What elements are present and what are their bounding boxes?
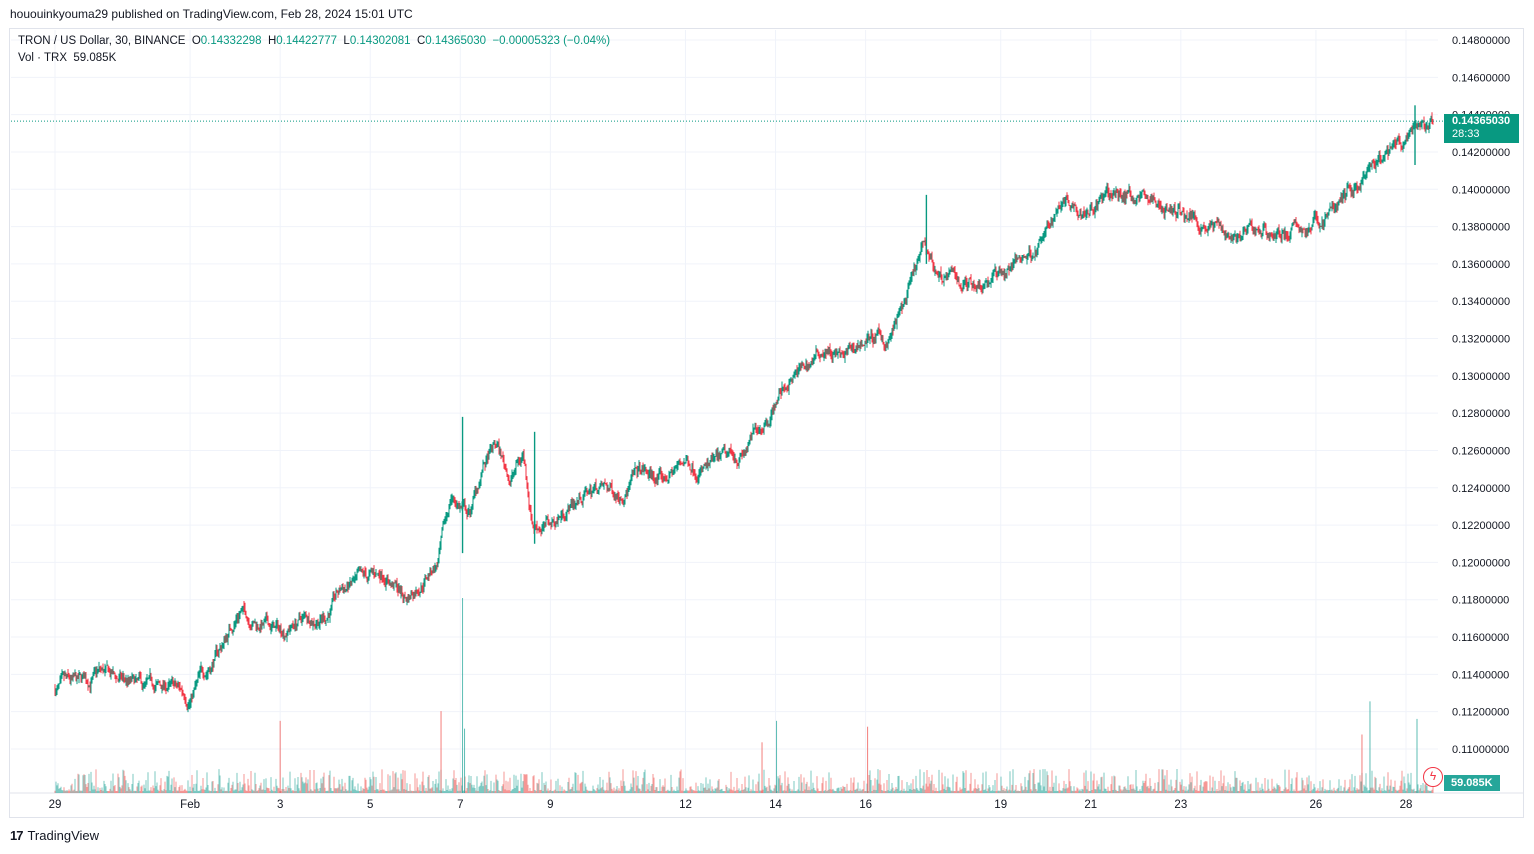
x-tick-label: Feb	[180, 799, 200, 811]
x-tick-label: 3	[277, 799, 283, 811]
candles	[54, 105, 1434, 713]
y-tick-label: 0.12800000	[1452, 408, 1510, 420]
x-tick-label: 29	[49, 799, 62, 811]
y-tick-label: 0.13000000	[1452, 371, 1510, 383]
y-tick-label: 0.11200000	[1452, 707, 1509, 719]
y-tick-label: 0.13600000	[1452, 259, 1510, 271]
change-value: −0.00005323 (−0.04%)	[492, 35, 611, 47]
y-axis-ticks: 0.148000000.146000000.144000000.14200000…	[1452, 35, 1510, 756]
y-tick-label: 0.13800000	[1452, 222, 1510, 234]
y-tick-label: 0.12600000	[1452, 445, 1510, 457]
low-value: 0.14302081	[349, 35, 411, 47]
y-tick-label: 0.12000000	[1452, 557, 1510, 569]
x-tick-label: 28	[1400, 799, 1413, 811]
x-tick-label: 5	[367, 799, 373, 811]
x-tick-label: 9	[547, 799, 553, 811]
last-price-badge: 0.14365030 28:33	[1444, 114, 1519, 143]
x-axis-ticks: 29 Feb 3 5 7 9 12 14 16 19 21 23 26 28	[49, 799, 1413, 811]
tradingview-logo-icon: 17	[10, 828, 24, 843]
open-label: O	[191, 35, 201, 47]
tradingview-brand: TradingView	[27, 828, 100, 843]
y-tick-label: 0.14200000	[1452, 147, 1510, 159]
low-label: L	[343, 35, 350, 47]
volume-value: 59.085K	[73, 52, 117, 64]
volume-legend: Vol · TRX 59.085K	[18, 52, 116, 64]
lightning-icon[interactable]: ϟ	[1423, 767, 1443, 787]
ohlc-legend: TRON / US Dollar, 30, BINANCE O0.1433229…	[18, 35, 610, 47]
x-tick-label: 12	[679, 799, 692, 811]
y-tick-label: 0.11000000	[1452, 744, 1509, 756]
close-label: C	[416, 35, 426, 47]
x-tick-label: 26	[1310, 799, 1323, 811]
x-tick-label: 23	[1174, 799, 1187, 811]
symbol-label: TRON / US Dollar, 30, BINANCE	[18, 35, 186, 47]
y-tick-label: 0.13400000	[1452, 296, 1510, 308]
y-tick-label: 0.13200000	[1452, 334, 1510, 346]
grid-lines	[9, 30, 1524, 794]
last-price-value: 0.14365030	[1452, 115, 1511, 127]
bar-countdown: 28:33	[1452, 128, 1480, 140]
high-label: H	[267, 35, 277, 47]
volume-label: Vol · TRX	[18, 52, 67, 64]
y-tick-label: 0.14600000	[1452, 72, 1510, 84]
y-tick-label: 0.14000000	[1452, 184, 1510, 196]
published-caption: hououinkyouma29 published on TradingView…	[10, 7, 413, 21]
chart-frame[interactable]	[9, 28, 1524, 818]
x-tick-label: 21	[1084, 799, 1097, 811]
y-tick-label: 0.12200000	[1452, 520, 1510, 532]
x-tick-label: 19	[994, 799, 1007, 811]
y-tick-label: 0.12400000	[1452, 483, 1510, 495]
close-value: 0.14365030	[425, 35, 487, 47]
x-tick-label: 7	[457, 799, 463, 811]
tradingview-logo[interactable]: 17 TradingView	[10, 828, 99, 843]
y-tick-label: 0.14800000	[1452, 35, 1510, 47]
y-tick-label: 0.11400000	[1452, 669, 1509, 681]
y-tick-label: 0.11800000	[1452, 595, 1509, 607]
volume-bars	[54, 598, 1434, 793]
y-tick-label: 0.11600000	[1452, 632, 1509, 644]
high-value: 0.14422777	[276, 35, 338, 47]
last-volume-badge: 59.085K	[1444, 775, 1500, 791]
open-value: 0.14332298	[200, 35, 262, 47]
x-tick-label: 16	[859, 799, 872, 811]
x-tick-label: 14	[769, 799, 782, 811]
